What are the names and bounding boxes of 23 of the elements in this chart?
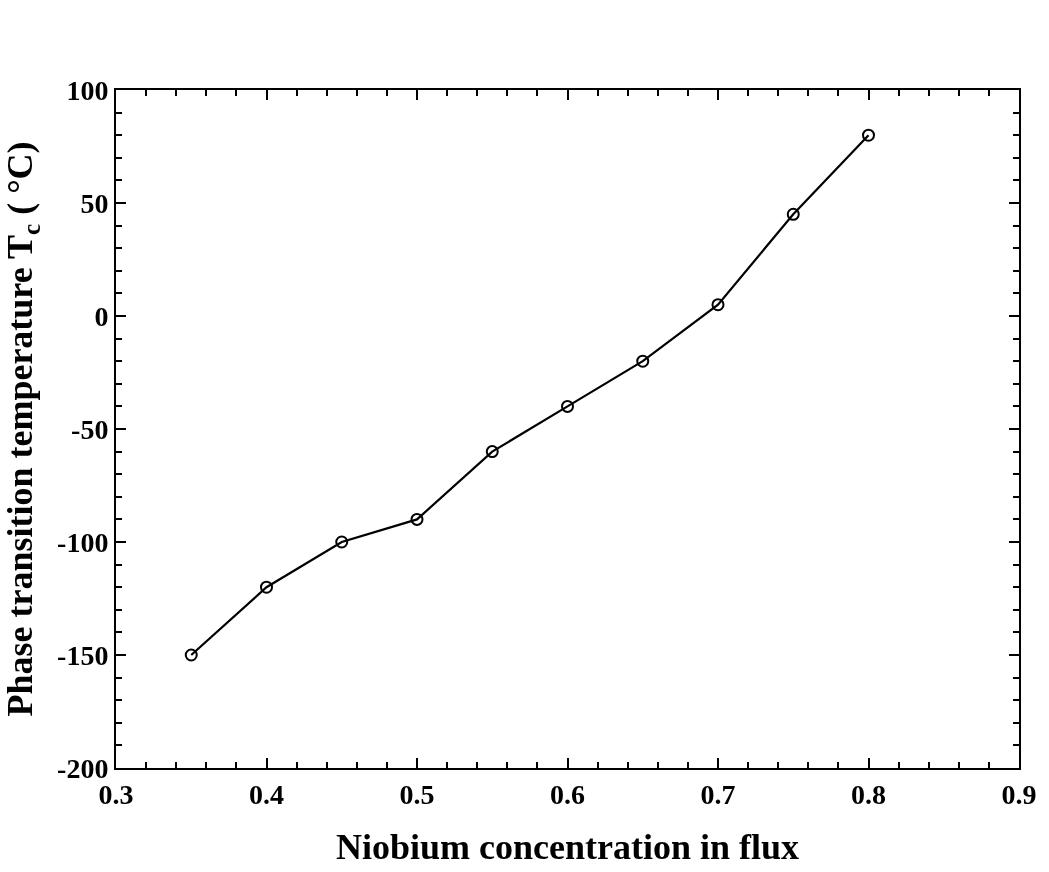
y-tick-label: -50 [71,413,109,445]
x-tick-label: 0.6 [550,778,585,810]
point [184,648,198,662]
x-tick-label: 0.5 [399,778,435,810]
y-tick-label: -150 [57,639,109,671]
point [786,207,800,221]
y-tick-label: 100 [66,74,109,106]
point [561,399,574,413]
point [485,445,499,459]
point [260,580,273,594]
point [335,535,349,549]
point [711,298,725,312]
point [410,512,424,526]
point [636,354,650,368]
x-tick-label: 0.8 [851,778,886,810]
y-tick-label: 0 [94,300,109,332]
x-tick-label: 0.9 [1001,778,1037,810]
point [862,128,875,142]
x-axis-title: Niobium concentration in flux [335,826,800,867]
x-tick-label: 0.7 [700,778,736,810]
y-tick-label: -100 [57,526,109,558]
x-tick-label: 0.4 [249,778,284,810]
y-tick-label: 50 [80,187,109,219]
